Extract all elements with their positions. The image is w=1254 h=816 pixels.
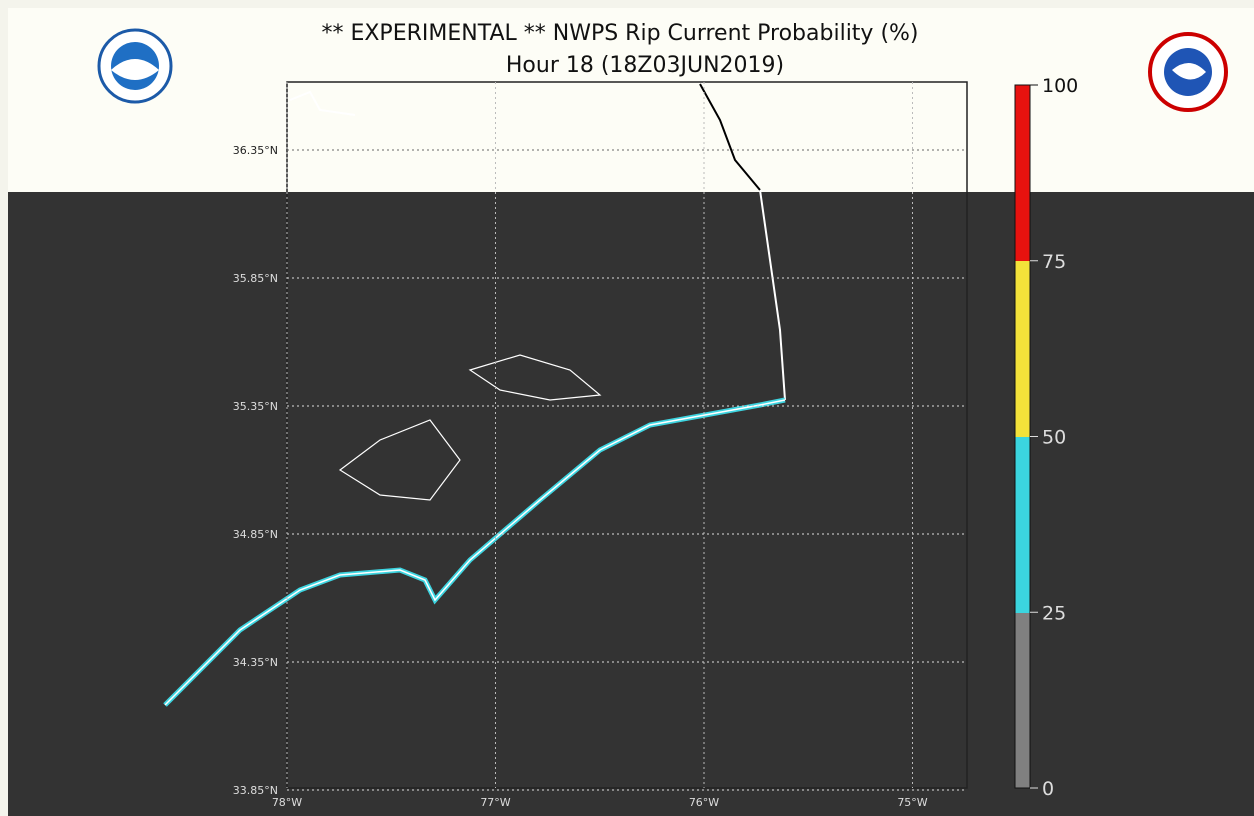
noaa-logo xyxy=(97,28,173,104)
colorbar-label: 75 xyxy=(1042,251,1066,273)
lon-label: 76°W xyxy=(689,796,719,809)
colorbar-segment xyxy=(1015,613,1030,788)
title: ** EXPERIMENTAL ** NWPS Rip Current Prob… xyxy=(321,21,918,46)
sound-shoreline xyxy=(338,354,602,501)
dark-region xyxy=(8,192,1254,816)
coastline xyxy=(164,399,786,706)
lon-label: 75°W xyxy=(897,796,927,809)
lat-label: 35.35°N xyxy=(233,400,278,413)
colorbar-label: 25 xyxy=(1042,602,1066,624)
colorbar-label: 0 xyxy=(1042,778,1054,800)
lat-label: 35.85°N xyxy=(233,272,278,285)
subtitle: Hour 18 (18Z03JUN2019) xyxy=(506,53,784,78)
lat-label: 36.35°N xyxy=(233,144,278,157)
map-frame xyxy=(286,81,968,789)
colorbar-label: 50 xyxy=(1042,427,1066,449)
coastline-top xyxy=(699,83,761,191)
colorbar-segment xyxy=(1015,437,1030,613)
lat-label: 34.35°N xyxy=(233,656,278,669)
lat-label: 33.85°N xyxy=(233,784,278,797)
lon-label: 78°W xyxy=(272,796,302,809)
lat-label: 34.85°N xyxy=(233,528,278,541)
colorbar-segment xyxy=(1015,261,1030,437)
colorbar-label: 100 xyxy=(1042,75,1078,97)
colorbar-segment xyxy=(1015,85,1030,261)
nws-logo xyxy=(1148,32,1228,112)
lon-label: 77°W xyxy=(480,796,510,809)
